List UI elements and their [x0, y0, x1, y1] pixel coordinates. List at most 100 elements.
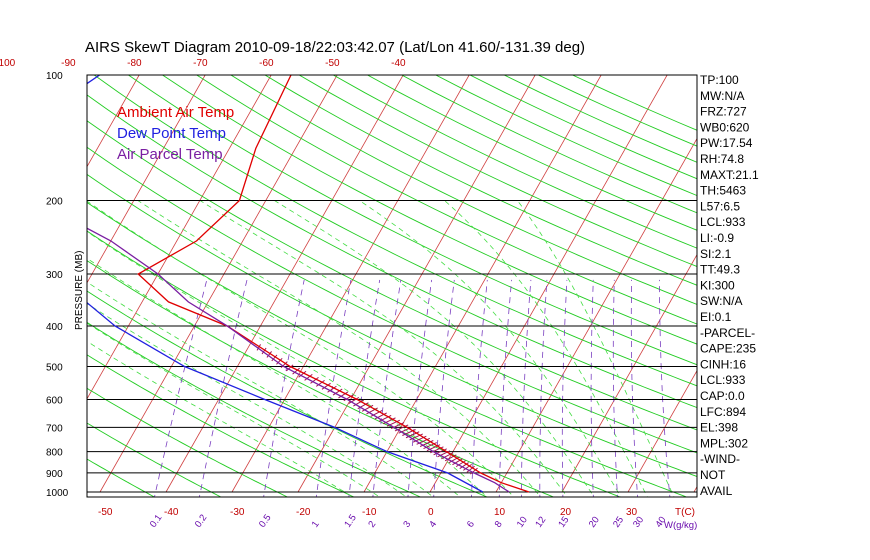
cape-hatch [276, 357, 283, 365]
cape-hatch [463, 463, 472, 471]
dry-adiabat-line [162, 75, 697, 345]
mixing-ratio-tick-label: 40 [653, 515, 668, 530]
top-temp-tick-label: -60 [259, 58, 274, 69]
cape-hatch [366, 407, 378, 415]
moist-adiabat-line [87, 257, 461, 497]
cape-hatch [378, 414, 392, 422]
mixing-ratio-line [154, 279, 208, 497]
bottom-temp-tick-label: -30 [230, 507, 245, 518]
index-item: -WIND- [700, 452, 740, 466]
cape-hatch [280, 361, 288, 369]
mixing-ratio-line [590, 279, 594, 497]
pressure-tick-label: 200 [46, 197, 63, 208]
index-item: CAP:0.0 [700, 389, 745, 403]
moist-adiabat-line [137, 200, 542, 497]
index-item: AVAIL [700, 484, 733, 498]
pressure-tick-label: 500 [46, 362, 63, 373]
mixing-ratio-tick-label: 3 [401, 519, 413, 530]
legend: Ambient Air Temp Dew Point Temp Air Parcel… [117, 104, 234, 163]
isotherm-line [165, 75, 404, 493]
cape-hatch [315, 379, 325, 387]
moist-adiabat-line [517, 200, 675, 497]
bottom-temp-tick-label: -50 [98, 507, 113, 518]
moist-adiabat-line [359, 200, 622, 497]
cape-hatch [338, 391, 349, 399]
data-series [87, 75, 530, 493]
cape-hatch [327, 385, 337, 393]
cape-hatch [448, 456, 460, 464]
top-temp-tick-label: -100 [0, 58, 16, 69]
temp-unit-label: T(C) [675, 507, 695, 518]
top-temp-tick-label: -80 [127, 58, 142, 69]
dry-adiabat-line [87, 120, 697, 431]
dry-adiabat-line [87, 354, 355, 497]
mixing-ratio-tick-label: 15 [556, 515, 571, 530]
dry-adiabat-line [87, 387, 289, 497]
mixing-ratio-line [198, 279, 248, 497]
moist-adiabat-line [87, 200, 515, 497]
moist-adiabat-line [87, 281, 434, 497]
mixing-ratio-line [498, 279, 512, 497]
moist-adiabat-line [444, 200, 648, 497]
mixing-ratio-tick-label: 12 [533, 515, 548, 530]
dry-adiabat-line [230, 75, 697, 305]
background-lines [0, 75, 697, 497]
dry-adiabat-line [87, 94, 697, 409]
cape-hatch [455, 460, 466, 468]
mixing-ratio-line [521, 279, 532, 497]
pressure-tick-label: 1000 [46, 488, 69, 499]
index-item: LI:-0.9 [700, 231, 734, 245]
bottom-temp-tick-label: -40 [164, 507, 179, 518]
index-item: TH:5463 [700, 184, 746, 198]
cape-hatch [459, 462, 469, 469]
mixing-ratio-line [539, 279, 548, 497]
cape-hatch [348, 396, 360, 404]
plot-frame [86, 74, 698, 498]
bottom-temp-tick-label: -20 [296, 507, 311, 518]
mixing-ratio-line [372, 279, 402, 497]
mixing-ratio-tick-label: 8 [493, 519, 505, 530]
chart-title: AIRS SkewT Diagram 2010-09-18/22:03:42.0… [85, 39, 585, 56]
index-item: LCL:933 [700, 373, 746, 387]
index-item: LFC:894 [700, 405, 746, 419]
dry-adiabat-line [196, 75, 697, 325]
cape-hatch [444, 454, 457, 462]
pressure-tick-label: 700 [46, 423, 63, 434]
index-item: EL:398 [700, 421, 738, 435]
dry-adiabat-line [128, 75, 697, 366]
cape-hatch [321, 382, 331, 390]
dry-adiabat-line [367, 75, 697, 231]
dry-adiabat-line [87, 321, 422, 497]
dry-adiabat-line [333, 75, 697, 249]
mixing-ratio-tick-label: 20 [587, 515, 602, 530]
index-item: CINH:16 [700, 357, 746, 371]
cape-hatch [292, 367, 300, 375]
isotherm-line [0, 75, 7, 492]
cape-hatch [466, 465, 475, 473]
bottom-temp-tick-label: 20 [560, 507, 572, 518]
pressure-tick-label: 900 [46, 469, 63, 480]
index-item: CAPE:235 [700, 342, 756, 356]
top-temp-tick-label: -40 [391, 58, 406, 69]
cape-hatch [452, 458, 463, 466]
mixing-ratio-line [315, 279, 352, 497]
dry-adiabat-line [93, 75, 697, 387]
cape-hatch [343, 394, 354, 402]
cape-hatch [256, 344, 261, 351]
moist-adiabat-line [87, 231, 488, 497]
mixing-ratio-tick-label: 30 [631, 515, 646, 530]
cape-hatch [470, 467, 478, 475]
dry-adiabat-line [87, 458, 156, 497]
mixing-ratio-tick-label: 6 [465, 519, 477, 530]
index-item: MAXT:21.1 [700, 168, 759, 182]
dry-adiabat-line [87, 290, 489, 497]
cape-hatch [353, 399, 364, 407]
mixing-ratio-tick-label: 1.5 [342, 513, 359, 530]
cape-hatch [370, 409, 383, 417]
cape-hatch [332, 388, 343, 396]
cape-hatch [298, 370, 307, 378]
cape-hatch [271, 354, 278, 362]
isotherm-line [429, 75, 668, 493]
